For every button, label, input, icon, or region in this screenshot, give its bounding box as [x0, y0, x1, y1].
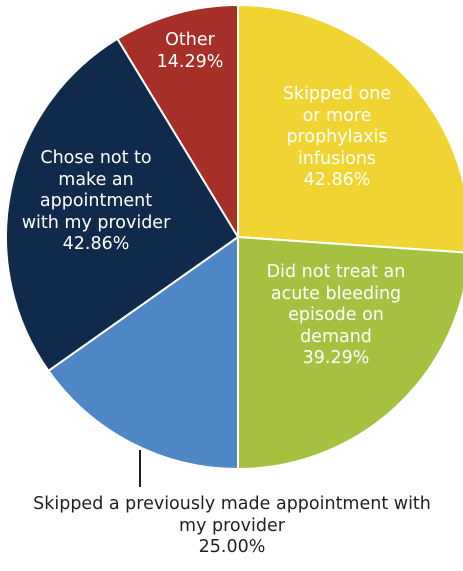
pie-slice [5, 37, 240, 373]
category-label: Skipped a previously made appointment wi… [33, 494, 431, 536]
category-label: Skipped one or more prophylaxis infusion… [282, 84, 392, 169]
slice-label: Did not treat an acute bleeding episode … [261, 262, 411, 370]
pie-slice [47, 235, 239, 471]
value-label: 25.00% [198, 537, 266, 557]
value-label: 39.29% [302, 348, 370, 368]
category-label: Did not treat an acute bleeding episode … [266, 262, 406, 347]
value-label: 42.86% [303, 170, 371, 190]
slice-label: Skipped a previously made appointment wi… [32, 494, 432, 559]
slice-label: Other 14.29% [140, 30, 240, 73]
category-label: Chose not to make an appointment with my… [21, 148, 171, 233]
value-label: 42.86% [62, 234, 130, 254]
category-label: Other [165, 30, 215, 50]
slice-label: Skipped one or more prophylaxis infusion… [272, 84, 402, 192]
value-label: 14.29% [156, 51, 224, 72]
slice-label: Chose not to make an appointment with my… [21, 148, 171, 256]
pie-slice [237, 3, 463, 254]
pie-slice [116, 3, 239, 241]
